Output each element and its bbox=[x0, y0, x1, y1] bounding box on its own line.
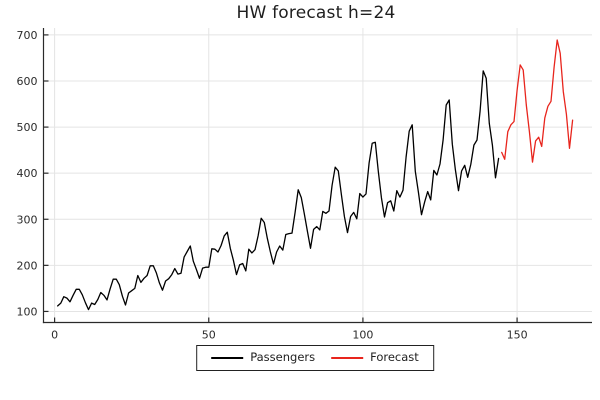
y-tick-label: 700 bbox=[17, 29, 38, 42]
y-tick-label: 400 bbox=[17, 167, 38, 180]
x-tick-label: 150 bbox=[507, 329, 528, 342]
y-tick-label: 600 bbox=[17, 75, 38, 88]
passengers-line-icon bbox=[211, 357, 244, 359]
y-tick-label: 100 bbox=[17, 305, 38, 318]
legend-label-passengers: Passengers bbox=[250, 350, 316, 365]
forecast-line-icon bbox=[331, 357, 364, 359]
x-tick-label: 100 bbox=[352, 329, 373, 342]
passengers-line bbox=[57, 70, 500, 311]
legend-item-passengers: Passengers bbox=[211, 352, 315, 364]
y-tick-label: 200 bbox=[17, 259, 38, 272]
y-tick-label: 500 bbox=[17, 121, 38, 134]
legend-item-forecast: Forecast bbox=[331, 352, 419, 364]
legend-label-forecast: Forecast bbox=[370, 350, 419, 365]
forecast-line bbox=[501, 39, 574, 163]
legend: Passengers Forecast bbox=[196, 345, 434, 371]
x-tick-label: 0 bbox=[51, 329, 58, 342]
y-tick-label: 300 bbox=[17, 213, 38, 226]
chart-title: HW forecast h=24 bbox=[236, 3, 396, 23]
x-tick-label: 50 bbox=[202, 329, 216, 342]
